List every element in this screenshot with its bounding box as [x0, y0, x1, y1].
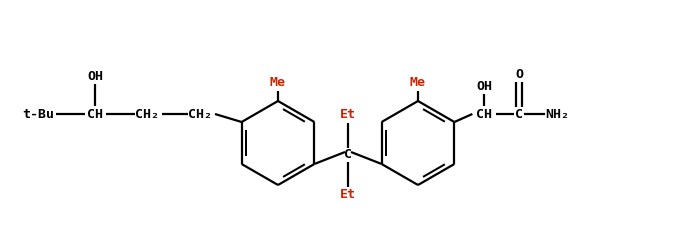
Text: Et: Et — [340, 188, 356, 202]
Text: NH₂: NH₂ — [545, 108, 569, 121]
Text: C: C — [516, 108, 524, 121]
Text: CH: CH — [477, 108, 492, 121]
Text: C: C — [344, 148, 352, 161]
Text: Et: Et — [340, 109, 356, 121]
Text: t-Bu: t-Bu — [22, 108, 54, 121]
Text: Me: Me — [270, 76, 286, 89]
Text: CH: CH — [87, 108, 103, 121]
Text: Me: Me — [410, 76, 426, 89]
Text: O: O — [516, 67, 524, 81]
Text: CH₂: CH₂ — [135, 108, 159, 121]
Text: OH: OH — [87, 69, 103, 82]
Text: OH: OH — [477, 79, 492, 92]
Text: CH₂: CH₂ — [188, 108, 212, 121]
